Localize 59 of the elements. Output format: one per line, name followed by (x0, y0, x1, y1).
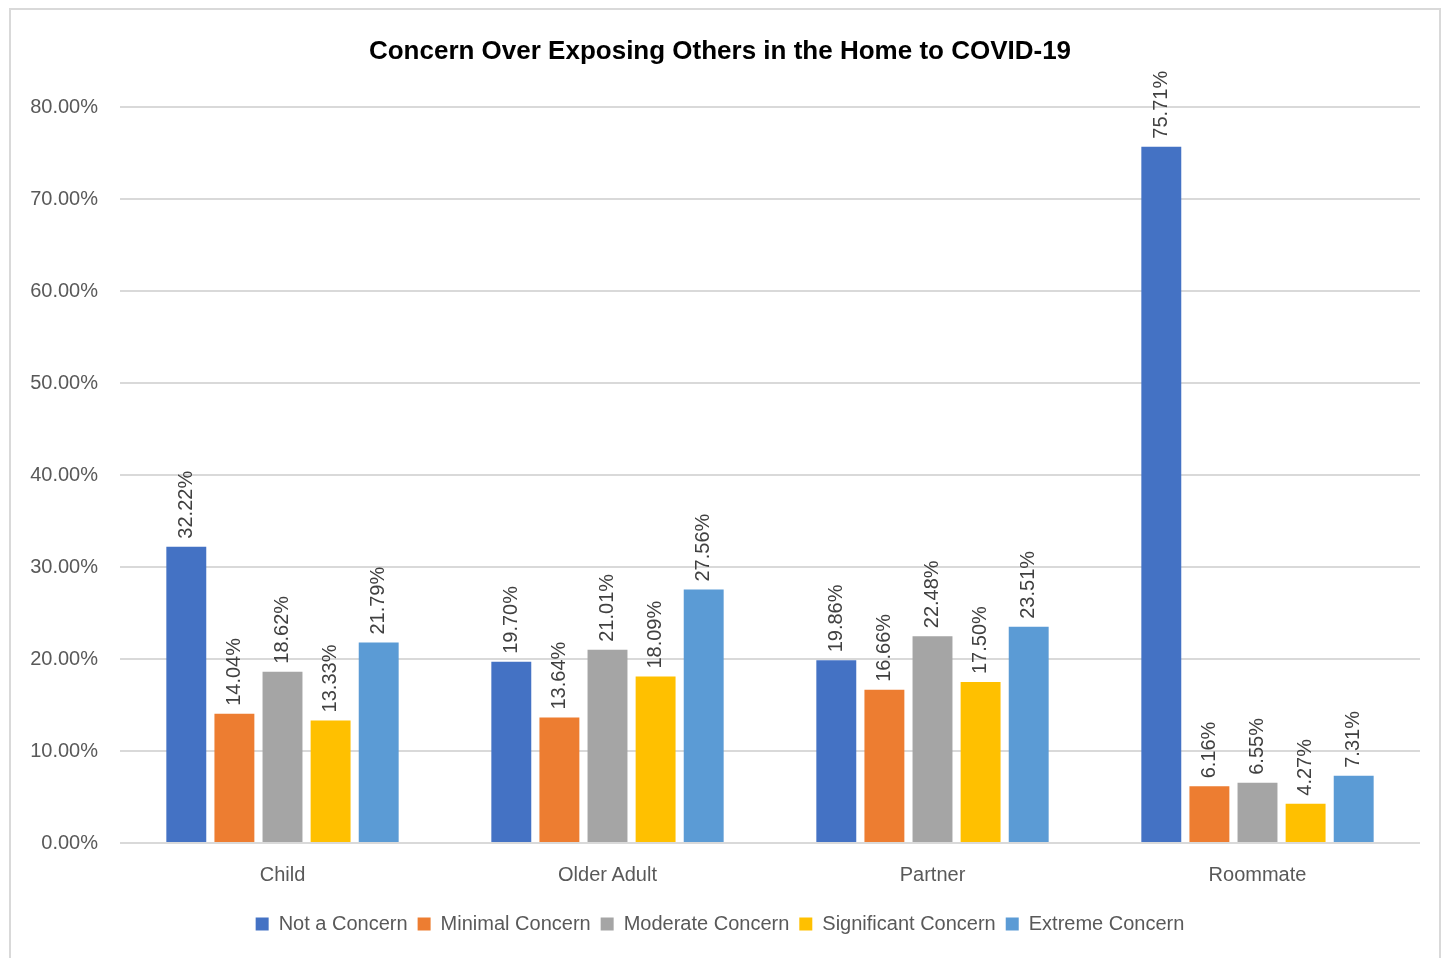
y-tick-label: 70.00% (30, 186, 99, 209)
data-label: 75.71% (1148, 70, 1171, 139)
data-label: 16.66% (871, 613, 894, 682)
data-label: 32.22% (173, 470, 196, 539)
legend-label: Moderate Concern (623, 911, 790, 934)
legend-label: Significant Concern (822, 911, 996, 934)
data-label: 21.79% (366, 566, 389, 635)
bar (864, 689, 905, 842)
data-label: 13.33% (318, 644, 341, 713)
data-label: 22.48% (920, 560, 943, 629)
y-tick-label: 40.00% (30, 462, 99, 485)
bar (1237, 782, 1278, 842)
data-label: 7.31% (1341, 710, 1364, 768)
bar (1008, 626, 1049, 842)
y-tick-label: 0.00% (41, 830, 99, 853)
data-label: 18.62% (270, 595, 293, 664)
y-tick-label: 20.00% (30, 646, 99, 669)
y-tick-label: 80.00% (30, 94, 99, 117)
bar (214, 713, 255, 842)
y-tick-label: 50.00% (30, 370, 99, 393)
bar (1189, 786, 1230, 842)
y-tick-label: 30.00% (30, 554, 99, 577)
data-label: 27.56% (691, 513, 714, 582)
x-tick-label: Child (259, 862, 306, 885)
bar (683, 589, 724, 842)
bar (587, 649, 628, 842)
data-label: 14.04% (221, 637, 244, 706)
data-label: 19.70% (498, 585, 521, 654)
bar (635, 676, 676, 842)
legend-label: Minimal Concern (440, 911, 591, 934)
bar (166, 546, 207, 842)
bar (1285, 803, 1326, 842)
data-label: 17.50% (968, 605, 991, 675)
bar (491, 661, 532, 842)
data-label: 13.64% (546, 641, 569, 710)
x-tick-label: Older Adult (558, 862, 658, 885)
legend-label: Extreme Concern (1028, 911, 1185, 934)
bar (1141, 146, 1182, 842)
x-tick-label: Partner (899, 862, 966, 885)
data-label: 6.55% (1245, 717, 1268, 775)
data-label: 6.16% (1196, 721, 1219, 779)
bar (912, 636, 953, 842)
bar (1333, 775, 1374, 842)
bar (539, 717, 580, 842)
data-label: 4.27% (1293, 738, 1316, 796)
bar (310, 720, 351, 842)
bar (358, 642, 399, 842)
bar (960, 682, 1001, 842)
bar (262, 671, 303, 842)
data-label: 21.01% (595, 573, 618, 642)
data-label: 18.09% (643, 600, 666, 669)
legend-label: Not a Concern (278, 911, 408, 934)
chart-title: Concern Over Exposing Others in the Home to COVID-19 (368, 34, 1072, 65)
y-tick-label: 10.00% (30, 738, 99, 761)
y-tick-label: 60.00% (30, 278, 99, 301)
data-label: 23.51% (1016, 550, 1039, 619)
x-tick-label: Roommate (1208, 862, 1307, 885)
data-label: 19.86% (823, 584, 846, 653)
bar (816, 660, 857, 842)
